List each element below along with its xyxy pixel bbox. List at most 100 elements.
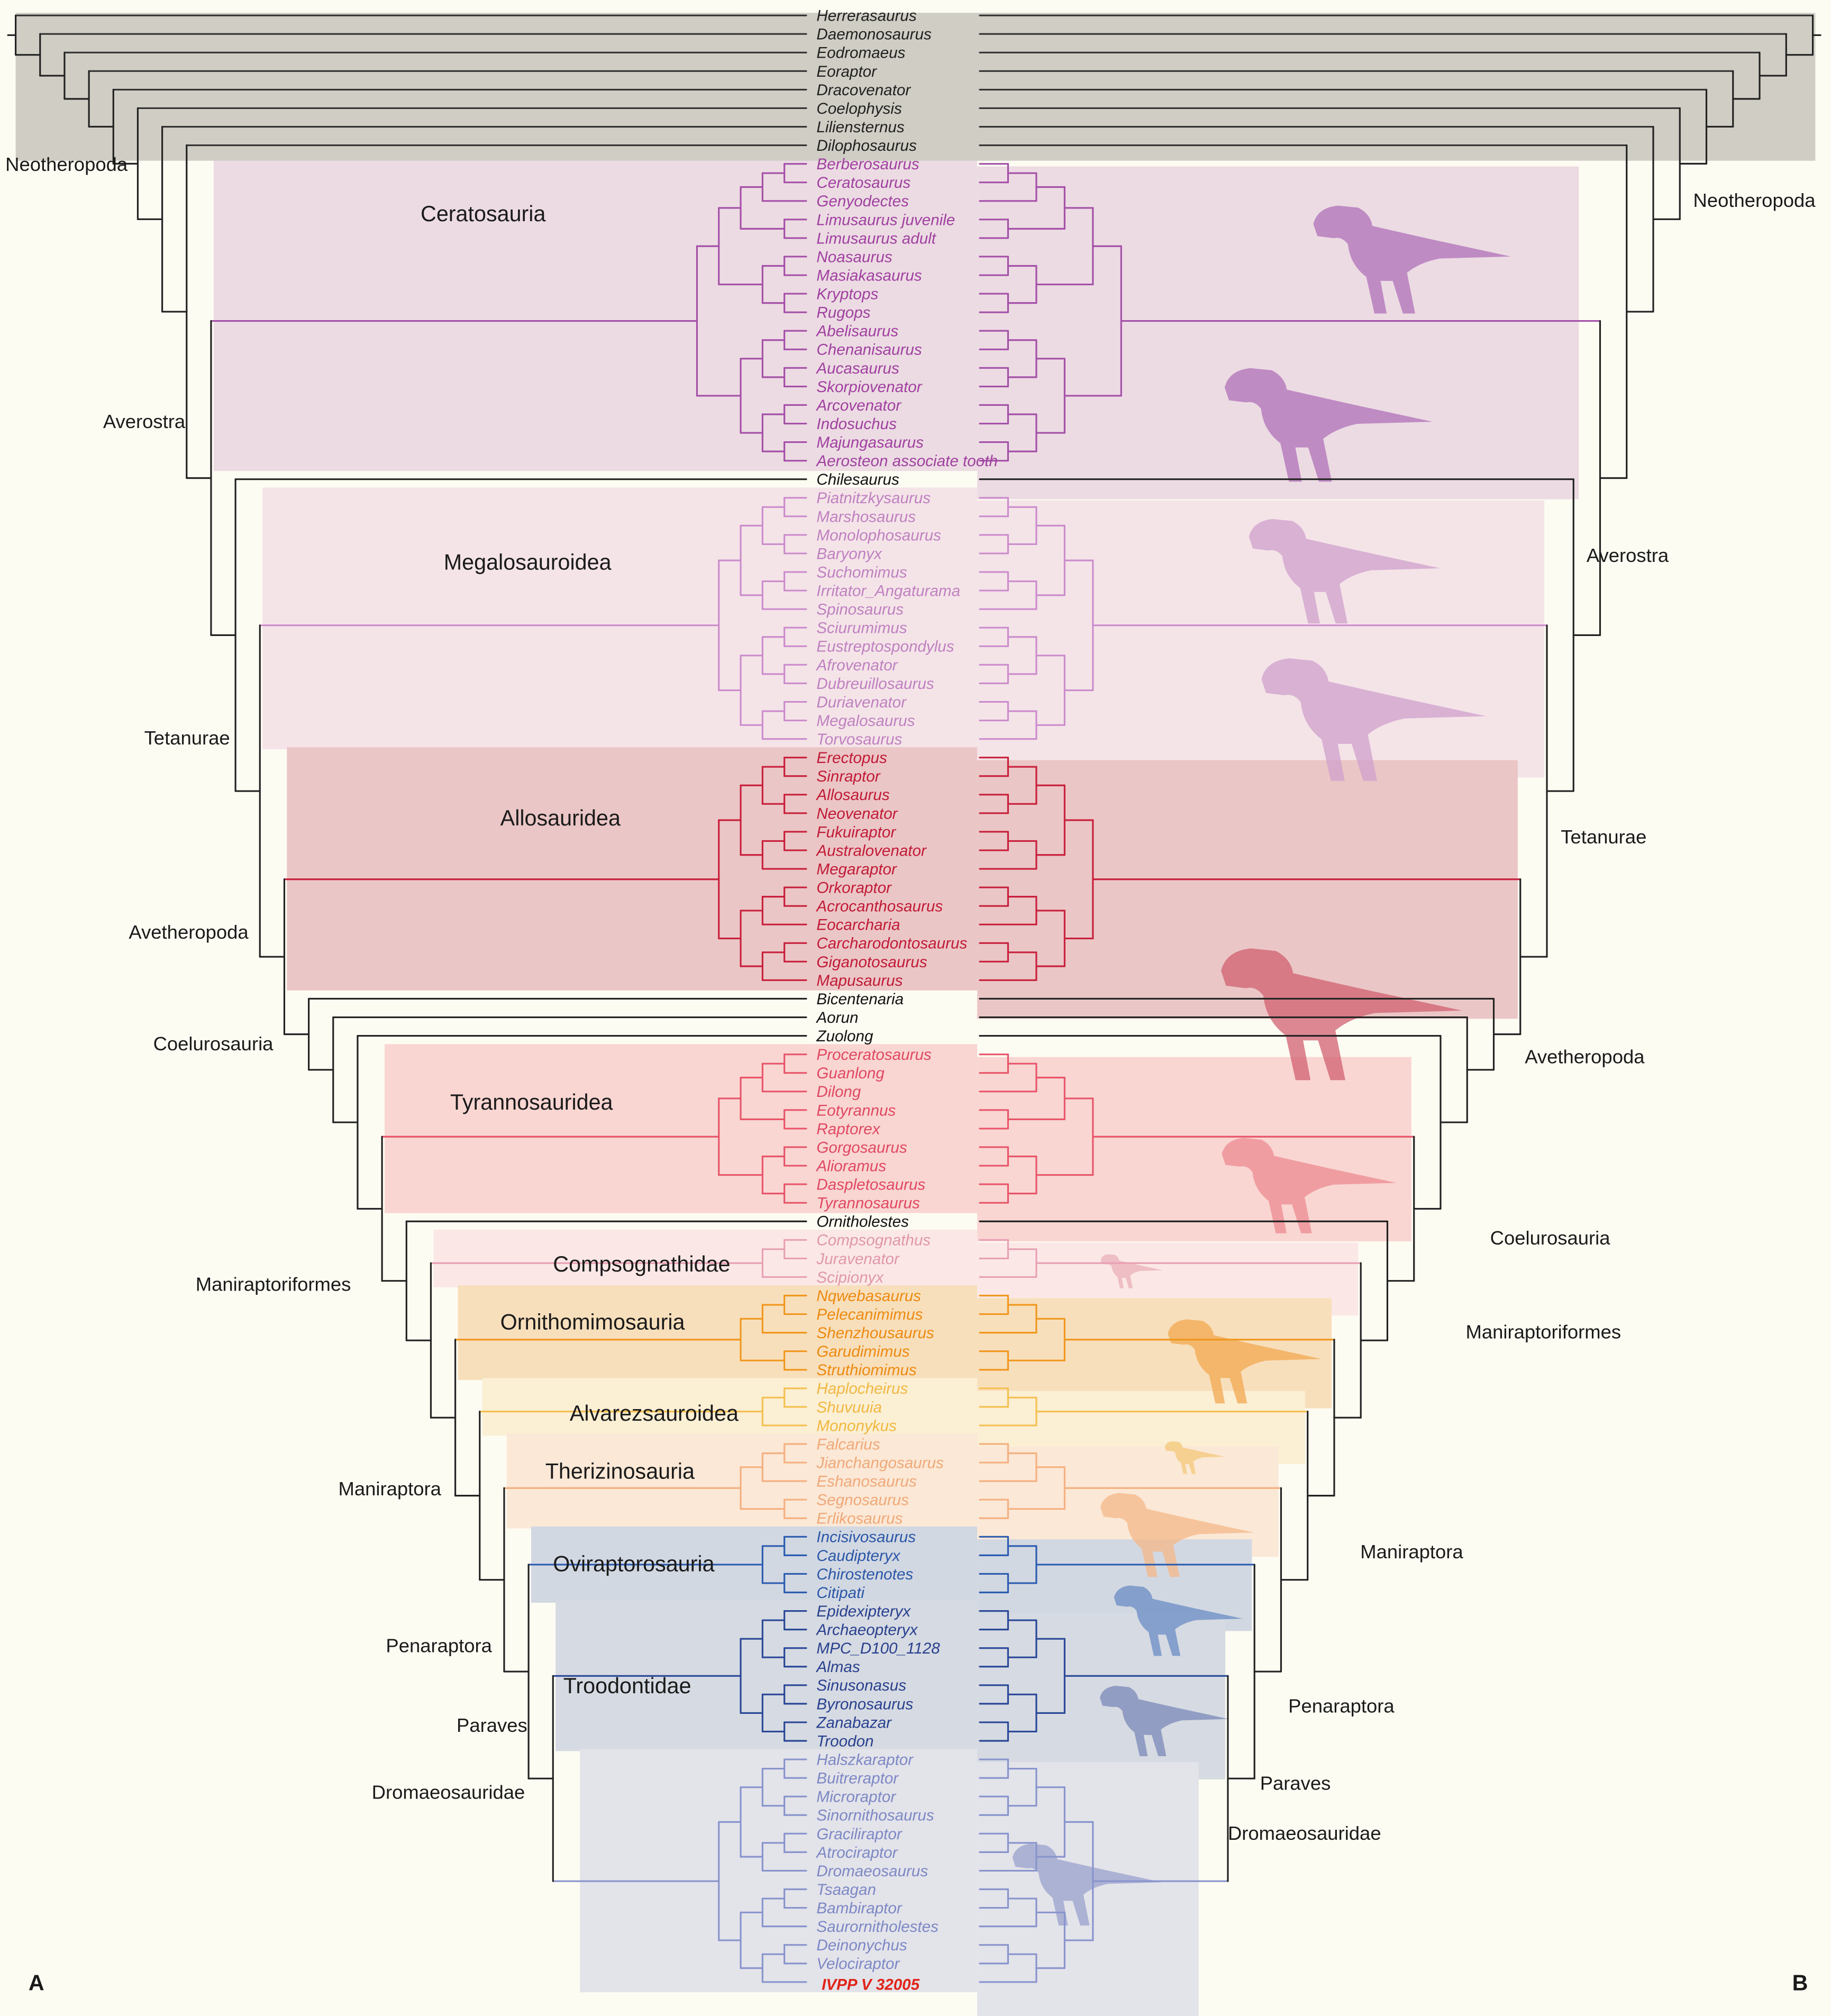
outgroup-background [15,13,1816,161]
taxon-label: Raptorex [816,1120,880,1138]
clade-label-therizinosauria: Therizinosauria [545,1459,695,1483]
node-label-penaraptora-left: Penaraptora [386,1634,492,1656]
taxon-label: Mapusaurus [816,972,903,989]
taxon-label: Tsaagan [816,1881,876,1899]
node-label-penaraptora-right: Penaraptora [1288,1695,1395,1717]
taxon-label: Eshanosaurus [816,1473,917,1491]
taxon-label: Sciurumimus [816,620,907,637]
node-label-dromaeosauridae-right: Dromaeosauridae [1228,1822,1381,1844]
taxon-label: Skorpiovenator [816,378,922,396]
taxon-label: Troodon [816,1732,873,1750]
clade-label-ceratosauria: Ceratosauria [421,202,545,226]
taxon-label: Nqwebasaurus [816,1287,921,1305]
node-label-maniraptoriformes-right: Maniraptoriformes [1465,1321,1621,1342]
taxon-label: Falcarius [816,1436,880,1453]
taxon-label: Dilophosaurus [816,137,917,155]
taxon-label: Sinornithosaurus [816,1807,934,1824]
node-label-maniraptoriformes-left: Maniraptoriformes [196,1274,351,1295]
taxon-label: Pelecanimimus [816,1306,923,1323]
taxon-label: Epidexipteryx [816,1603,911,1620]
taxon-label: Eustreptospondylus [816,638,954,656]
taxon-label: Graciliraptor [816,1826,902,1843]
node-label-coelurosauria-right: Coelurosauria [1490,1227,1611,1249]
taxon-label: Berberosaurus [816,156,919,173]
taxon-label: Sinusonasus [816,1677,906,1694]
clade-label-tyrannosauridea: Tyrannosauridea [450,1090,613,1114]
taxon-label: Dracovenator [816,81,911,99]
taxon-label: Atrociraptor [815,1844,898,1861]
clade-background-layer [15,13,1816,2016]
taxon-label: Arcovenator [815,397,901,414]
clade-background-left-allo [287,747,978,991]
taxon-label: Jianchangosaurus [816,1454,944,1472]
taxon-label: Spinosaurus [816,601,904,619]
taxon-label: Allosaurus [815,786,890,804]
taxon-label: Fukuiraptor [816,823,896,841]
taxon-label: Neovenator [816,805,898,822]
clade-background-right-tyr [977,1057,1411,1242]
taxon-label: Ceratosaurus [816,174,910,192]
taxon-label: Erectopus [816,749,887,767]
clade-background-left-tyr [384,1044,978,1213]
taxon-label: Segnosaurus [816,1492,909,1509]
taxon-label: Monolophosaurus [816,526,941,544]
taxon-label: Tyrannosaurus [816,1195,920,1212]
taxon-label: Bambiraptor [816,1900,902,1917]
taxon-label: Zuolong [816,1028,873,1045]
node-label-avetheropoda-left: Avetheropoda [129,921,249,943]
taxon-label: Eocarcharia [816,916,900,934]
clade-label-megalosauroidea: Megalosauroidea [444,550,612,574]
taxon-label: Struthiomimus [816,1361,917,1379]
taxon-label: Scipionyx [816,1269,884,1286]
taxon-label: Australovenator [815,842,927,859]
taxon-label: Shenzhousaurus [816,1324,934,1342]
clade-background-left-orni [458,1285,978,1381]
taxon-label: Megalosaurus [816,712,915,730]
taxon-label: Zanabazar [816,1714,892,1731]
taxon-label: Dromaeosaurus [816,1863,928,1880]
taxon-label: Sinraptor [816,768,880,785]
node-label-maniraptora-left: Maniraptora [338,1478,441,1500]
taxon-label: Buitreraptor [816,1770,899,1787]
taxon-label: Abelisaurus [815,323,898,340]
taxon-label: Eodromaeus [816,44,905,62]
panel-label-a: A [29,1970,44,1995]
clade-label-ornithomimosauria: Ornithomimosauria [500,1310,685,1334]
taxon-label: Daemonosaurus [816,26,932,43]
taxon-label: Limusaurus juvenile [816,211,955,229]
taxon-label: Dilong [816,1083,861,1101]
taxon-label: Majungasaurus [816,434,924,451]
taxon-label: Deinonychus [816,1937,907,1954]
tree-lines-layer [7,14,1821,1983]
taxon-label: Dubreuillosaurus [816,675,934,693]
taxon-label: Coelophysis [816,100,902,117]
taxon-label: Genyodectes [816,193,909,210]
taxon-label: Aerosteon associate tooth [815,452,998,470]
taxon-label: Almas [815,1658,860,1676]
taxon-label: Citipati [816,1584,865,1602]
taxon-label: Shuvuuia [816,1399,882,1416]
clade-background-right-cera [977,166,1579,500]
taxon-label: Acrocanthosaurus [815,898,943,915]
taxon-label: Aorun [815,1009,858,1027]
node-label-paraves-left: Paraves [457,1714,527,1736]
taxon-label: MPC_D100_1128 [816,1640,940,1657]
taxon-label: Chilesaurus [816,471,899,488]
taxon-label: Gorgosaurus [816,1139,907,1156]
taxon-label: Aucasaurus [815,360,899,377]
taxon-label: Suchomimus [816,564,907,581]
taxon-label: Archaeopteryx [815,1621,918,1639]
clade-label-oviraptorosauria: Oviraptorosauria [553,1551,714,1576]
node-label-tetanurae-left: Tetanurae [144,727,230,749]
node-label-coelurosauria-left: Coelurosauria [153,1033,274,1055]
taxon-label: Torvosaurus [816,731,902,748]
taxon-label: Herrerasaurus [816,7,917,25]
taxon-labels: HerrerasaurusDaemonosaurusEodromaeusEora… [815,7,998,1994]
node-label-dromaeosauridae-left: Dromaeosauridae [372,1781,525,1803]
taxon-label: Halszkaraptor [816,1751,914,1768]
taxon-label: Proceratosaurus [816,1046,932,1064]
taxon-label: Bicentenaria [816,991,904,1008]
taxon-label: Mononykus [816,1417,897,1434]
